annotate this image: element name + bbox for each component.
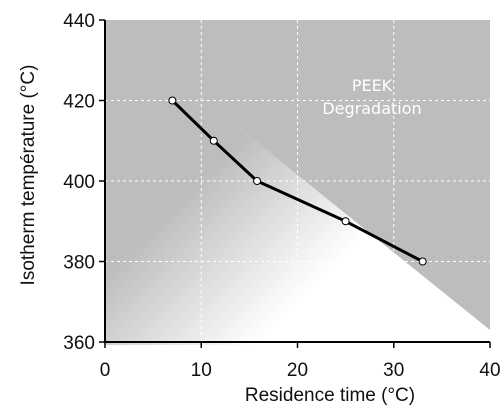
- series-points: [168, 96, 427, 266]
- x-tick-label: 20: [287, 360, 308, 381]
- y-tick-label: 360: [63, 333, 95, 354]
- x-tick-label: 30: [383, 360, 404, 381]
- y-tick-label: 440: [63, 11, 95, 32]
- data-point: [168, 96, 177, 105]
- x-ticks: 0 10 20 30 40: [100, 342, 501, 381]
- y-tick-label: 420: [63, 92, 95, 113]
- x-tick-label: 40: [479, 360, 500, 381]
- data-point: [253, 177, 262, 185]
- y-axis-title: Isotherm température (°C): [18, 65, 39, 286]
- annotation-line-1: PEEK: [352, 76, 393, 95]
- y-tick-label: 400: [63, 172, 95, 193]
- x-tick-label: 10: [191, 360, 212, 381]
- data-point: [418, 257, 427, 266]
- data-point: [209, 136, 218, 145]
- data-point: [341, 217, 350, 226]
- annotation-line-2: Degradation: [322, 99, 421, 118]
- x-axis-title: Residence time (°C): [245, 385, 415, 406]
- y-tick-label: 380: [63, 253, 95, 274]
- y-ticks: 360 380 400 420 440: [63, 11, 105, 354]
- x-tick-label: 0: [100, 360, 111, 381]
